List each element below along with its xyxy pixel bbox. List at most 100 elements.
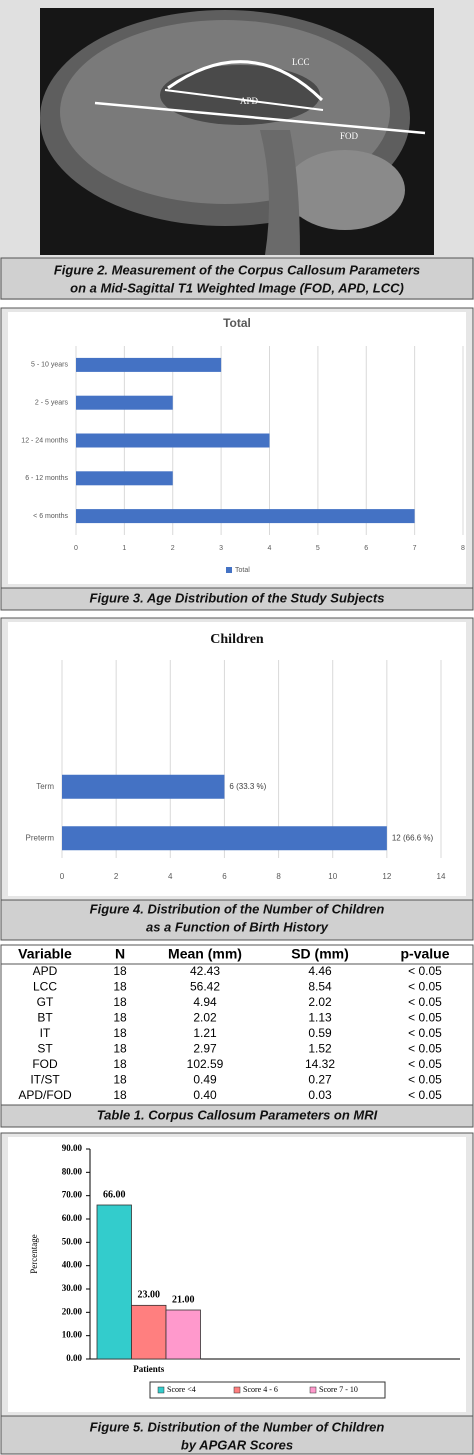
table-cell: 4.46	[308, 964, 332, 978]
bar	[76, 357, 222, 372]
y-tick-label: 50.00	[62, 1236, 83, 1246]
y-tick-label: 10.00	[62, 1330, 83, 1340]
value-label: 66.00	[103, 1189, 126, 1200]
table-cell: 0.03	[308, 1088, 332, 1102]
table-cell: 18	[113, 1042, 127, 1056]
x-tick-label: 8	[461, 545, 465, 552]
table-cell: < 0.05	[408, 1057, 442, 1071]
x-tick-label: 5	[316, 545, 320, 552]
x-tick-label: 2	[171, 545, 175, 552]
bar	[76, 471, 173, 486]
mri-label: APD	[240, 96, 259, 106]
table-cell: < 0.05	[408, 1073, 442, 1087]
x-tick-label: 6	[222, 872, 227, 881]
x-tick-label: 8	[276, 872, 281, 881]
table-cell: 1.21	[193, 1026, 217, 1040]
table-cell: < 0.05	[408, 1011, 442, 1025]
value-label: 6 (33.3 %)	[229, 782, 266, 791]
x-tick-label: 4	[168, 872, 173, 881]
table-cell: < 0.05	[408, 964, 442, 978]
table-cell: 0.49	[193, 1073, 217, 1087]
bar	[76, 433, 270, 448]
caption-box	[0, 899, 474, 941]
table-cell: 18	[113, 1026, 127, 1040]
table-cell: 18	[113, 1088, 127, 1102]
y-tick-label: 40.00	[62, 1260, 83, 1270]
legend-label: Score 7 - 10	[319, 1385, 358, 1394]
y-tick-label: 60.00	[62, 1213, 83, 1223]
brainstem	[260, 130, 300, 255]
table-cell: < 0.05	[408, 1026, 442, 1040]
y-tick-label: 6 - 12 months	[25, 475, 68, 482]
x-tick-label: 10	[328, 872, 337, 881]
x-tick-label: 0	[74, 545, 78, 552]
x-tick-label: 0	[60, 872, 65, 881]
table-cell: 102.59	[187, 1057, 224, 1071]
bar	[62, 826, 387, 851]
table-cell: LCC	[33, 980, 57, 994]
x-tick-label: 14	[437, 872, 446, 881]
apd-line	[164, 89, 324, 111]
value-label: 21.00	[172, 1294, 195, 1305]
x-tick-label: 6	[364, 545, 368, 552]
chart-area	[8, 622, 466, 896]
caption: on a Mid-Sagittal T1 Weighted Image (FOD…	[70, 280, 404, 295]
table-cell: < 0.05	[408, 1088, 442, 1102]
table-header: SD (mm)	[291, 946, 349, 962]
y-tick-label: 20.00	[62, 1306, 83, 1316]
table-cell: 8.54	[308, 980, 332, 994]
table-cell: 4.94	[193, 995, 217, 1009]
table-cell: 18	[113, 964, 127, 978]
table-header: N	[115, 946, 125, 962]
x-tick-label: 4	[268, 545, 272, 552]
table-cell: 42.43	[190, 964, 220, 978]
table-cell: 56.42	[190, 980, 220, 994]
y-tick-label: 70.00	[62, 1190, 83, 1200]
table-cell: 1.52	[308, 1042, 332, 1056]
legend-swatch	[233, 1386, 241, 1394]
x-tick-label: Patients	[133, 1364, 164, 1374]
table-cell: IT/ST	[30, 1073, 60, 1087]
table-cell: 2.97	[193, 1042, 217, 1056]
x-tick-label: 7	[413, 545, 417, 552]
legend-box	[149, 1381, 386, 1399]
table-cell: 2.02	[193, 1011, 217, 1025]
table-cell: 18	[113, 980, 127, 994]
caption: Figure 3. Age Distribution of the Study …	[90, 590, 385, 605]
bar	[96, 1204, 132, 1360]
x-tick-label: 12	[382, 872, 391, 881]
table-cell: < 0.05	[408, 995, 442, 1009]
bar	[131, 1304, 167, 1360]
y-tick-label: 30.00	[62, 1283, 83, 1293]
mri-label: FOD	[340, 131, 359, 141]
legend-swatch	[157, 1386, 165, 1394]
table-cell: 14.32	[305, 1057, 335, 1071]
value-label: 12 (66.6 %)	[392, 833, 434, 842]
table-frame	[0, 944, 474, 1106]
table-header: p-value	[400, 946, 449, 962]
x-tick-label: 3	[219, 545, 223, 552]
legend-label: Score 4 - 6	[243, 1385, 278, 1394]
legend-swatch	[226, 567, 232, 573]
table-cell: < 0.05	[408, 980, 442, 994]
y-tick-label: 80.00	[62, 1166, 83, 1176]
fod-line	[94, 101, 426, 135]
caption-box	[0, 1415, 474, 1455]
table-cell: 18	[113, 1011, 127, 1025]
table-header: Variable	[18, 946, 72, 962]
lcc-line	[167, 60, 324, 102]
table-cell: APD	[33, 964, 58, 978]
chart-area	[8, 312, 466, 584]
table-header: Mean (mm)	[168, 946, 242, 962]
y-tick-label: Preterm	[26, 833, 55, 842]
table-cell: BT	[37, 1011, 53, 1025]
chart-title: Total	[223, 316, 251, 330]
caption-box	[0, 587, 474, 611]
y-tick-label: 2 - 5 years	[35, 400, 69, 407]
caption-box	[0, 257, 474, 300]
caption: Figure 4. Distribution of the Number of …	[90, 901, 385, 916]
caption: Figure 5. Distribution of the Number of …	[90, 1419, 385, 1434]
legend-label: Score <4	[167, 1385, 196, 1394]
legend-label: Total	[235, 567, 250, 574]
